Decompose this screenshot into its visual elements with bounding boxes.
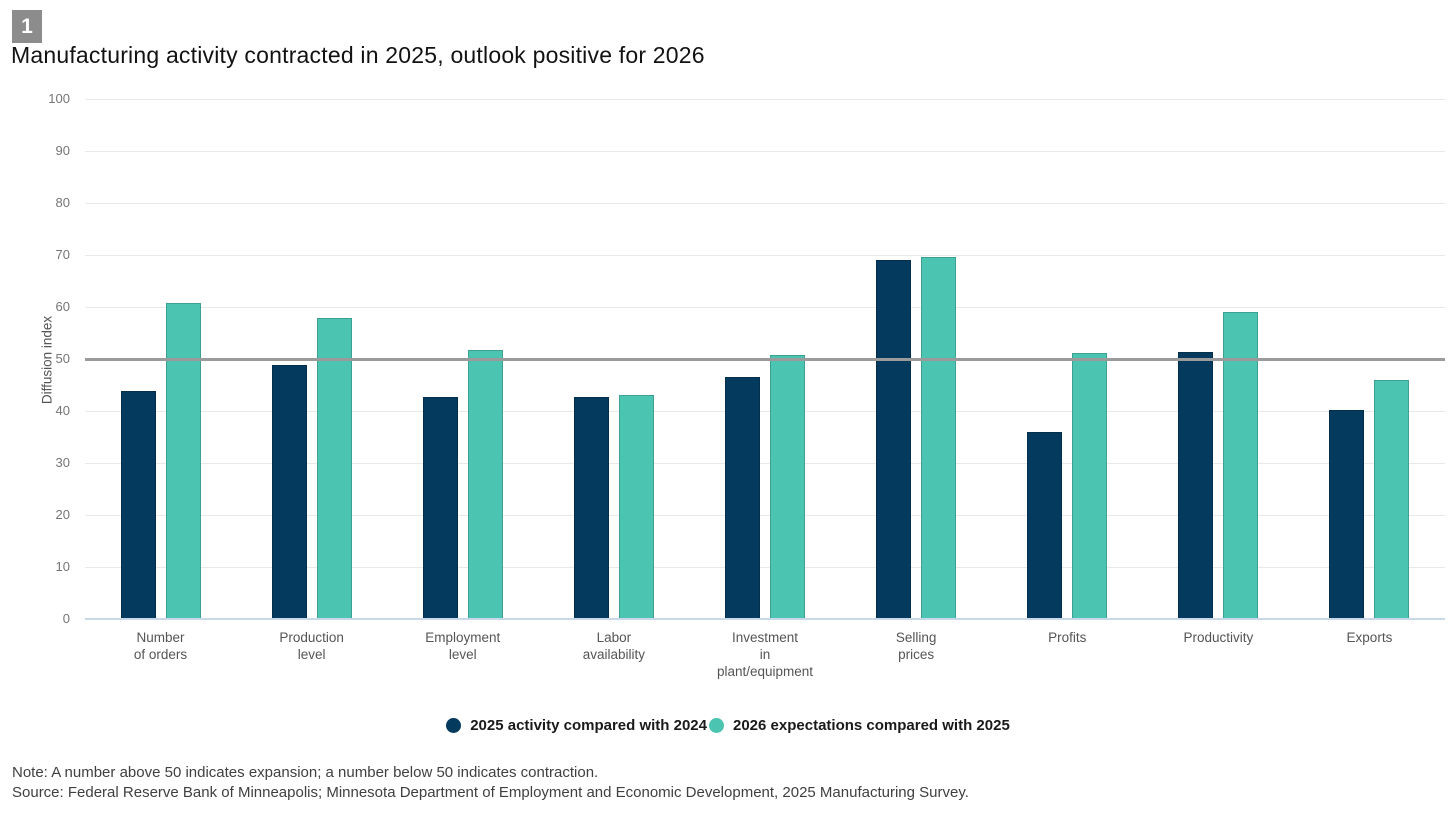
bar xyxy=(770,355,805,619)
x-category-label: Labor availability xyxy=(582,630,646,662)
gridline xyxy=(85,150,1445,152)
x-category-label: Production level xyxy=(279,630,344,662)
bar xyxy=(1223,312,1259,619)
x-category-label: Employment level xyxy=(425,630,501,662)
y-tick-label: 0 xyxy=(62,611,70,626)
gridline xyxy=(85,410,1445,412)
y-tick-label: 60 xyxy=(55,299,70,314)
bar xyxy=(876,259,912,619)
bar xyxy=(1072,352,1108,619)
legend-item: 2026 expectations compared with 2025 xyxy=(709,717,1010,734)
bar xyxy=(1329,409,1365,619)
legend: 2025 activity compared with 2024 2026 exp… xyxy=(0,717,1456,734)
reference-line-50 xyxy=(85,357,1445,361)
y-tick-label: 90 xyxy=(55,143,70,158)
chart-title: Manufacturing activity contracted in 202… xyxy=(11,42,705,68)
bar xyxy=(725,377,760,619)
x-category-label: Number of orders xyxy=(133,630,188,662)
bar xyxy=(422,397,458,619)
y-tick-label: 40 xyxy=(55,403,70,418)
bar xyxy=(618,394,654,619)
footnote: Note: A number above 50 indicates expans… xyxy=(12,764,599,781)
source-citation: Source: Federal Reserve Bank of Minneapo… xyxy=(12,784,969,801)
bar xyxy=(1027,431,1063,619)
gridline xyxy=(85,202,1445,204)
bar xyxy=(921,257,957,619)
x-category-label: Profits xyxy=(1048,630,1087,645)
x-category-label: Selling prices xyxy=(895,630,937,662)
legend-label: 2025 activity compared with 2024 xyxy=(470,717,707,734)
bar xyxy=(271,364,307,619)
legend-item: 2025 activity compared with 2024 xyxy=(446,717,707,734)
gridline xyxy=(85,462,1445,464)
y-tick-label: 20 xyxy=(55,507,70,522)
gridline xyxy=(85,254,1445,256)
x-category-label: Exports xyxy=(1346,630,1393,645)
bar xyxy=(120,391,156,619)
y-tick-label: 50 xyxy=(55,351,70,366)
y-tick-label: 10 xyxy=(55,559,70,574)
figure-number-badge: 1 xyxy=(12,10,42,43)
y-tick-label: 70 xyxy=(55,247,70,262)
legend-marker-icon xyxy=(446,718,462,733)
gridline xyxy=(85,514,1445,516)
gridline xyxy=(85,566,1445,568)
y-tick-label: 100 xyxy=(48,91,70,106)
gridline xyxy=(85,306,1445,308)
x-category-label: Productivity xyxy=(1183,630,1254,645)
bar xyxy=(316,317,352,619)
bar xyxy=(165,303,201,619)
bar xyxy=(573,397,609,619)
x-axis-baseline xyxy=(85,618,1445,620)
y-tick-label: 80 xyxy=(55,195,70,210)
bar xyxy=(467,350,503,619)
gridline xyxy=(85,98,1445,100)
legend-marker-icon xyxy=(709,718,724,733)
bar xyxy=(1374,379,1410,619)
bar xyxy=(1178,351,1214,619)
legend-label: 2026 expectations compared with 2025 xyxy=(733,717,1010,734)
y-tick-label: 30 xyxy=(55,455,70,470)
x-category-label: Investment in plant/equipment xyxy=(716,630,814,679)
